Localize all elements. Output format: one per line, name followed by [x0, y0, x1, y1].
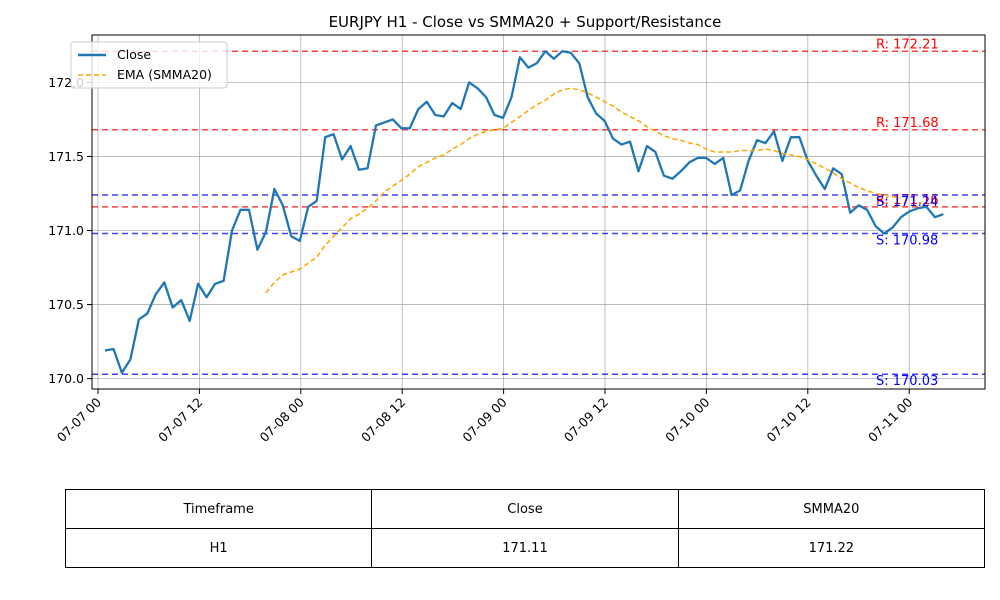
close-series-line [104, 50, 944, 374]
table-header-cell: SMMA20 [677, 489, 986, 529]
x-tick-label: 07-09 12 [561, 395, 611, 445]
series [104, 50, 944, 374]
chart-title: EURJPY H1 - Close vs SMMA20 + Support/Re… [329, 13, 722, 31]
x-tick-label: 07-08 00 [257, 394, 307, 444]
x-tick-label: 07-10 00 [662, 394, 712, 444]
smma20-series-line [265, 87, 902, 294]
table-row: H1 171.11 171.22 [64, 528, 986, 568]
support-label: S: 170.98 [876, 233, 938, 248]
y-tick-label: 170.5 [48, 297, 84, 312]
y-tick-label: 171.0 [48, 223, 84, 238]
resistance-label: R: 172.21 [876, 37, 939, 52]
x-tick-label: 07-11 00 [865, 394, 915, 444]
x-tick-label: 07-07 00 [54, 394, 104, 444]
plot-frame [91, 34, 986, 390]
x-tick-label: 07-07 12 [155, 395, 205, 445]
x-tick-label: 07-08 12 [358, 395, 408, 445]
resistance-label: R: 171.68 [876, 116, 939, 131]
x-tick-label: 07-10 12 [764, 395, 814, 445]
support-resistance-levels: R: 172.21 R: 171.68 R: 171.16S: 171.24 S: 1… [92, 37, 985, 389]
legend-close-label: Close [117, 47, 151, 62]
y-tick-label: 171.5 [48, 149, 84, 164]
table-header-cell: Timeframe [64, 489, 373, 529]
legend: Close EMA (SMMA20) [70, 41, 228, 89]
grid [92, 35, 985, 389]
resistance-label: R: 171.16 [876, 193, 939, 208]
chart: EURJPY H1 - Close vs SMMA20 + Support/Re… [48, 13, 986, 445]
table-header-row: Timeframe Close SMMA20 [64, 489, 986, 529]
support-label: S: 171.24 [876, 195, 938, 210]
table-cell: 171.22 [677, 528, 986, 568]
table-header-cell: Close [371, 489, 679, 529]
table-cell: 171.11 [371, 528, 679, 568]
x-tick-label: 07-09 00 [459, 394, 509, 444]
table-cell: H1 [64, 528, 373, 568]
legend-box [70, 41, 228, 89]
legend-smma-label: EMA (SMMA20) [117, 67, 212, 82]
support-label: S: 170.03 [876, 374, 938, 389]
y-tick-label: 170.0 [48, 371, 84, 386]
summary-table: Timeframe Close SMMA20 H1 171.11 171.22 [64, 489, 986, 568]
